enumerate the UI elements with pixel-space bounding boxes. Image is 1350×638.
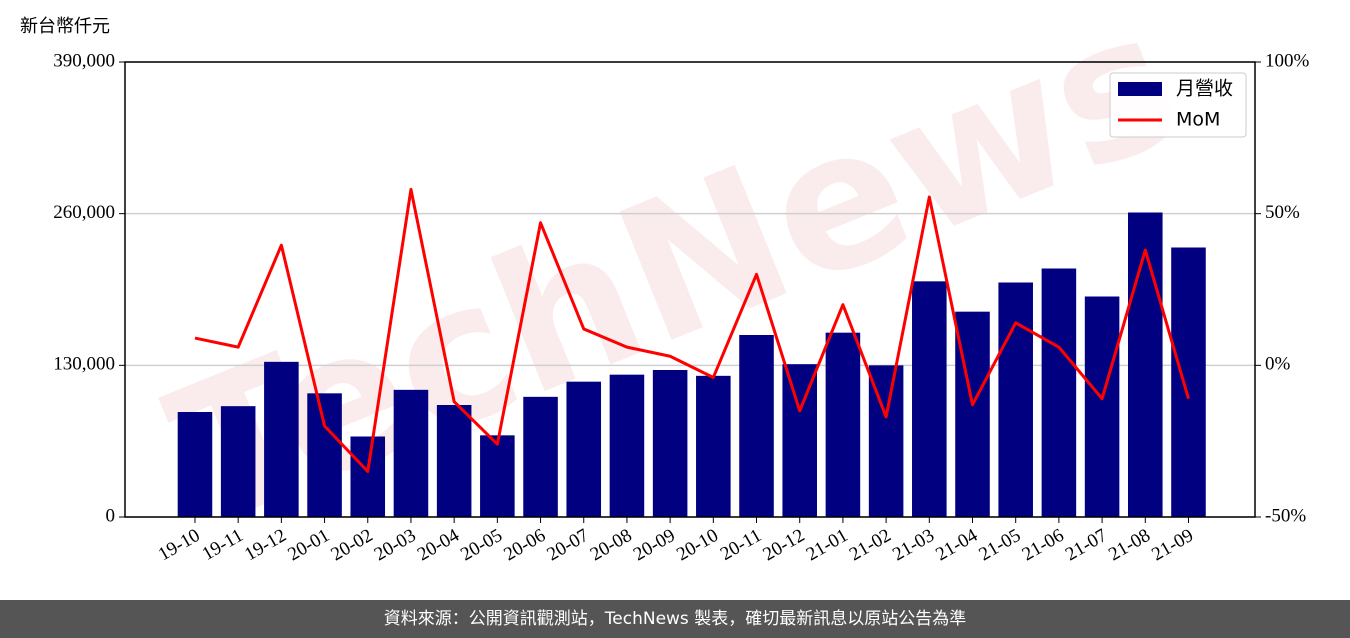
y-tick-label: 390,000 bbox=[53, 50, 115, 71]
line bbox=[194, 187, 1190, 473]
y-axis-label: 新台幣仟元 bbox=[20, 16, 110, 37]
bar bbox=[1171, 247, 1206, 517]
bar bbox=[566, 381, 602, 517]
y2-tick-label: 0% bbox=[1265, 354, 1291, 375]
footer-band bbox=[0, 600, 1350, 638]
bar bbox=[696, 375, 731, 517]
x-tick-label: 21-02 bbox=[846, 525, 895, 565]
x-tick-label: 20-07 bbox=[544, 525, 593, 565]
bar bbox=[739, 335, 774, 517]
x-tick-label: 20-08 bbox=[587, 525, 636, 565]
legend-swatch bbox=[1118, 82, 1162, 96]
x-tick-label: 20-12 bbox=[760, 525, 809, 565]
bar bbox=[1041, 268, 1077, 517]
x-tick-label: 21-05 bbox=[975, 525, 1024, 565]
bar bbox=[782, 364, 817, 517]
x-tick-label: 21-09 bbox=[1148, 525, 1197, 565]
legend-label: 月營收 bbox=[1176, 78, 1233, 100]
x-tick-label: 20-10 bbox=[673, 525, 722, 565]
bar bbox=[436, 405, 472, 517]
x-tick-label: 20-03 bbox=[371, 525, 420, 565]
bar bbox=[480, 435, 515, 517]
legend-label: MoM bbox=[1176, 109, 1220, 131]
y2-tick-label: -50% bbox=[1265, 505, 1306, 526]
x-tick-label: 21-07 bbox=[1062, 525, 1111, 565]
bar bbox=[177, 412, 213, 517]
x-tick-label: 20-05 bbox=[457, 525, 506, 565]
x-tick-label: 20-02 bbox=[328, 525, 377, 565]
y-tick-label: 0 bbox=[106, 505, 116, 526]
bar bbox=[220, 406, 256, 517]
bar bbox=[307, 393, 342, 517]
x-tick-label: 21-08 bbox=[1105, 525, 1154, 565]
x-tick-label: 20-09 bbox=[630, 525, 679, 565]
bar bbox=[1084, 296, 1120, 517]
bar bbox=[1128, 212, 1163, 517]
bar bbox=[393, 389, 429, 517]
x-tick-label: 20-06 bbox=[500, 525, 549, 565]
y2-tick-label: 50% bbox=[1265, 202, 1300, 223]
x-tick-label: 21-04 bbox=[932, 525, 981, 566]
y2-tick-label: 100% bbox=[1265, 50, 1310, 71]
bar bbox=[652, 370, 688, 517]
y-tick-label: 260,000 bbox=[53, 202, 115, 223]
bar bbox=[350, 436, 386, 517]
bar bbox=[523, 396, 558, 517]
y-tick-label: 130,000 bbox=[53, 354, 115, 375]
bar bbox=[264, 361, 299, 517]
x-tick-label: 20-11 bbox=[717, 525, 765, 565]
plot-frame bbox=[124, 61, 1256, 518]
x-tick-label: 21-06 bbox=[1019, 525, 1068, 565]
x-tick-label: 21-01 bbox=[803, 525, 852, 565]
footer: 資料來源：公開資訊觀測站，TechNews 製表，確切最新訊息以原站公告為準 bbox=[384, 609, 966, 629]
bar bbox=[912, 281, 947, 517]
x-tick-label: 19-10 bbox=[155, 525, 204, 565]
bar bbox=[609, 374, 645, 517]
bar bbox=[825, 332, 861, 517]
x-tick-label: 20-04 bbox=[414, 525, 463, 566]
bar bbox=[998, 282, 1033, 517]
x-tick-label: 21-03 bbox=[889, 525, 938, 565]
